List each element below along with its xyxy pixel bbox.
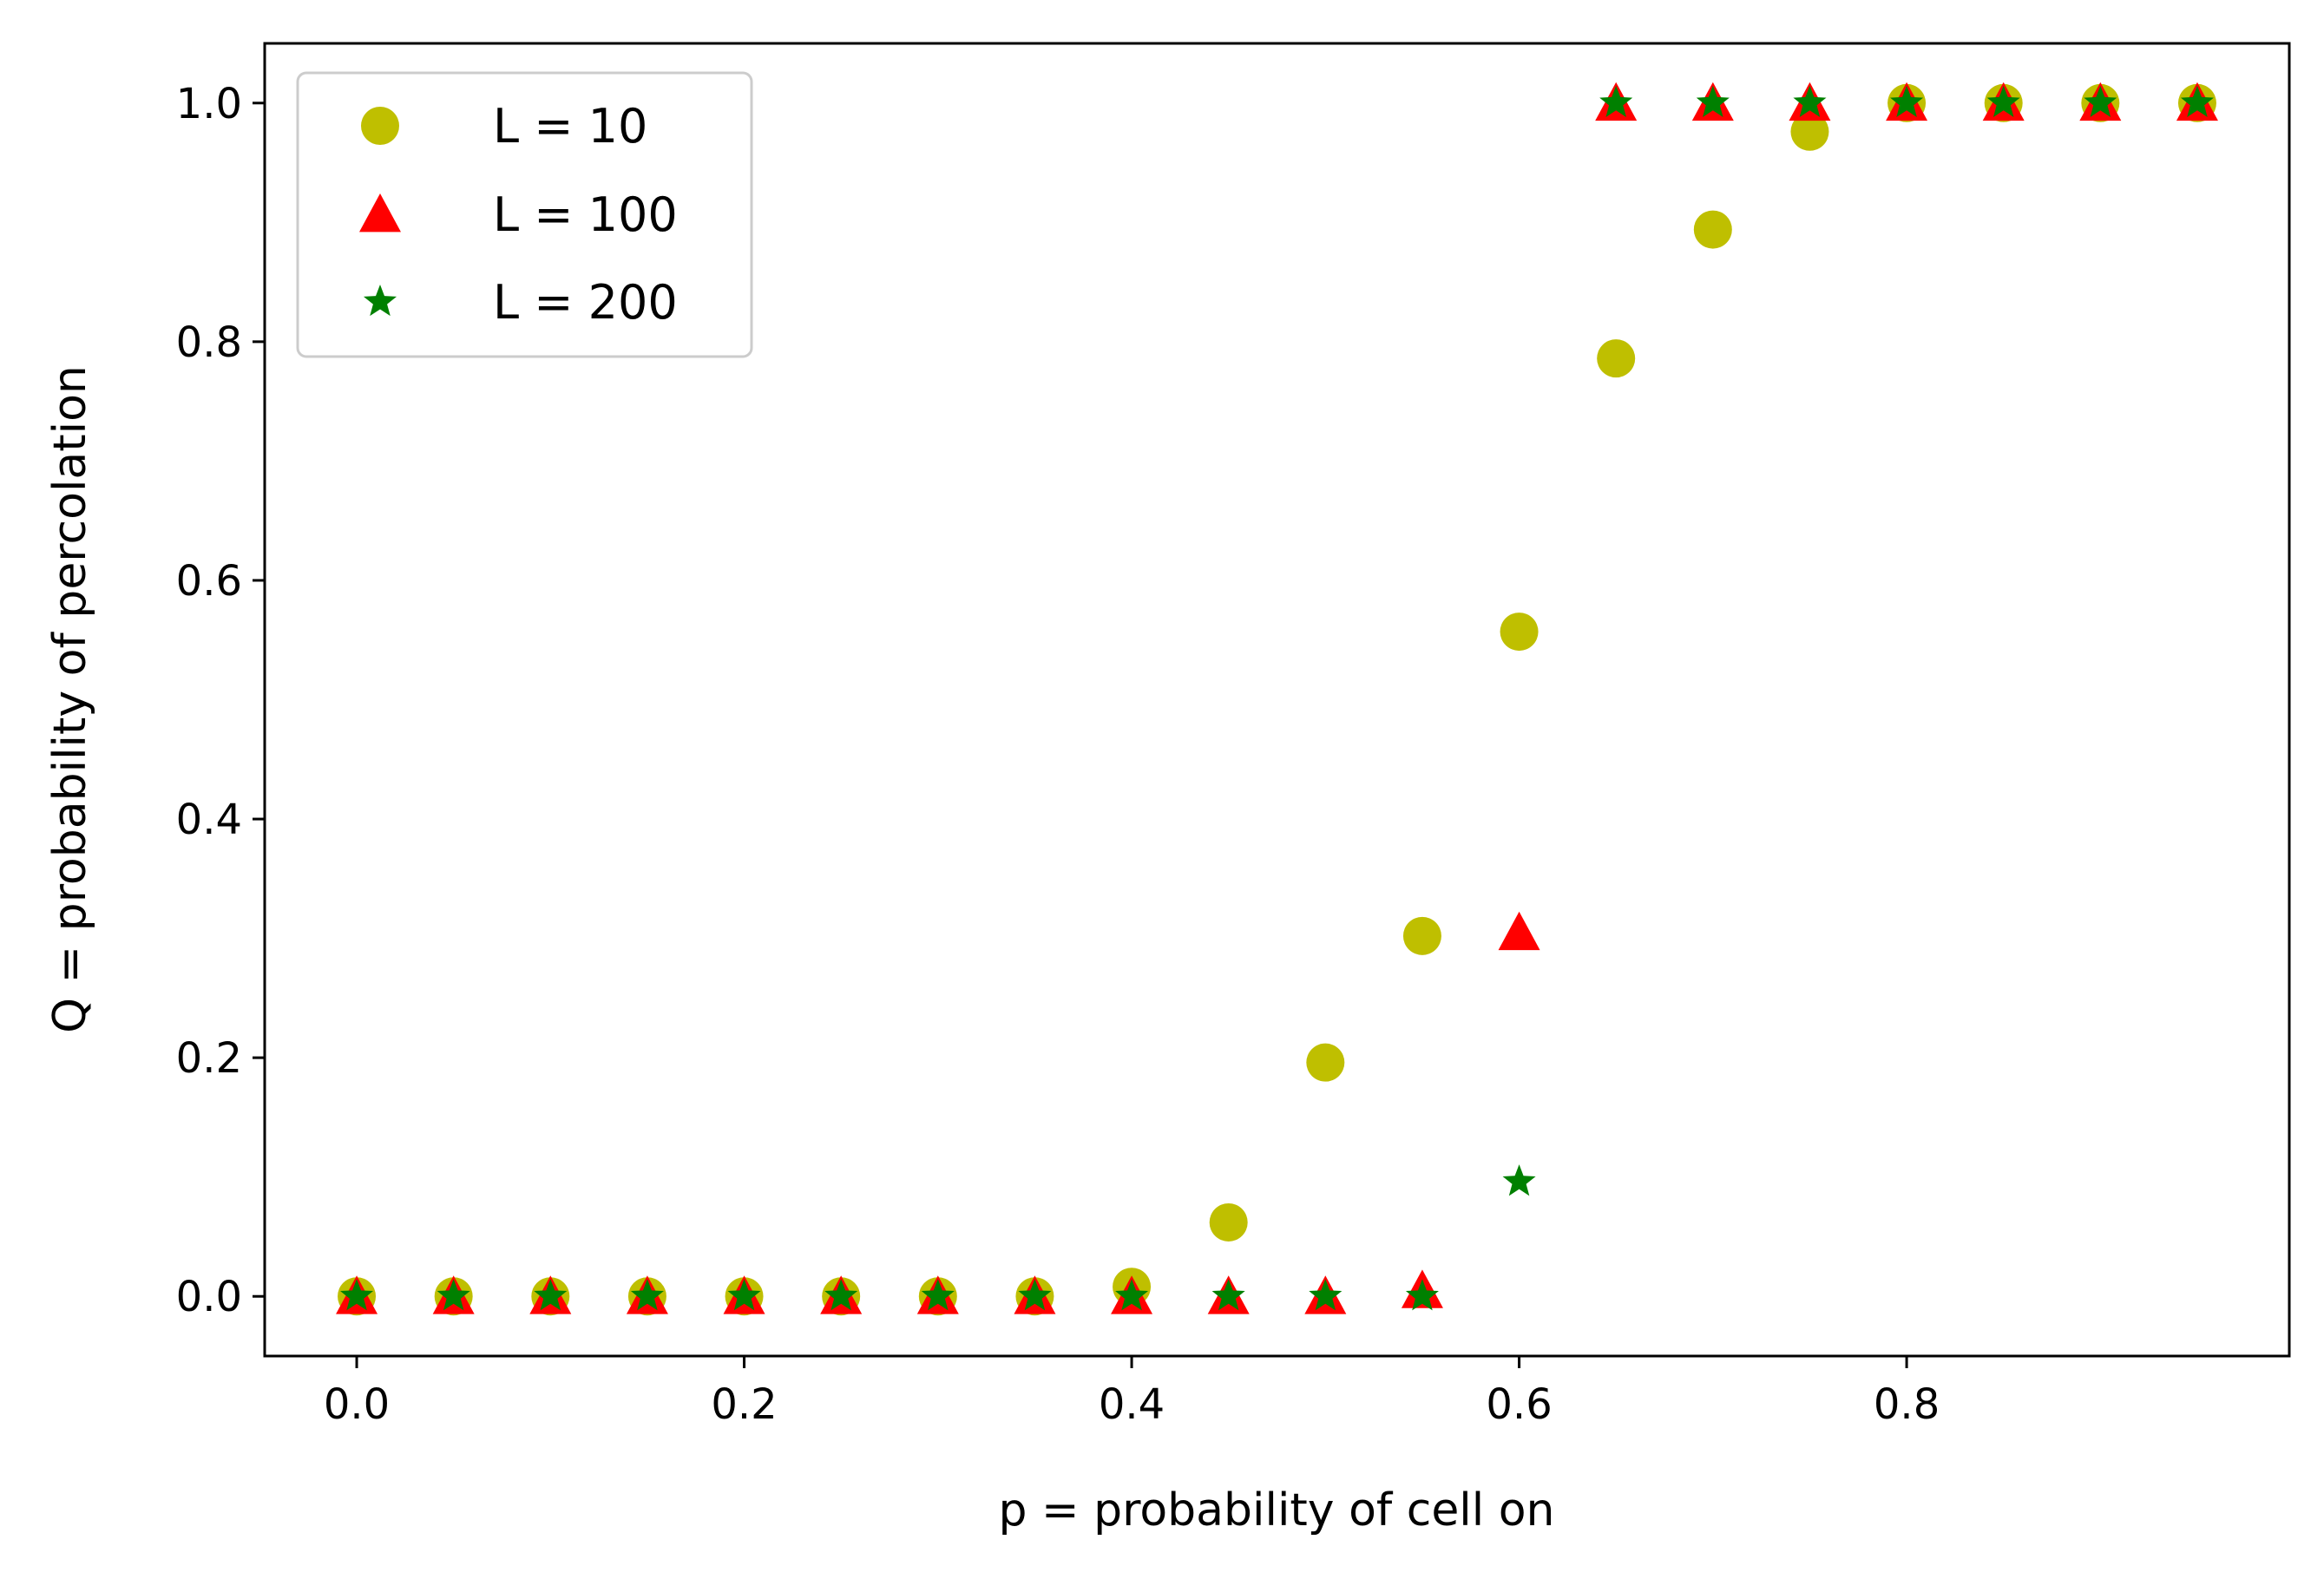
y-tick-label: 0.6 [176, 557, 242, 606]
data-point-star [630, 1279, 664, 1311]
plot-frame [263, 42, 2291, 1358]
data-point-star [1890, 85, 1924, 117]
y-tick-label: 0.0 [176, 1273, 242, 1321]
data-point-star [921, 1279, 955, 1311]
legend-label: L = 100 [493, 187, 678, 242]
data-point-star [534, 1279, 568, 1311]
data-point-star [340, 1279, 374, 1311]
data-point-circle [1306, 1043, 1345, 1082]
data-point-star [2084, 85, 2117, 117]
legend-marker-triangle [359, 193, 401, 233]
x-axis-label: p = probability of cell on [998, 1484, 1554, 1536]
x-tick-label: 0.6 [1486, 1380, 1552, 1429]
legend-label: L = 200 [493, 275, 678, 330]
data-point-star [1696, 85, 1730, 117]
legend-entry: L = 200 [363, 275, 678, 330]
legend-marker-star [363, 285, 397, 317]
data-point-star [1599, 85, 1633, 117]
data-point-triangle [1498, 911, 1540, 951]
data-point-circle [1597, 339, 1636, 378]
x-tick-label: 0.4 [1099, 1380, 1165, 1429]
data-point-star [824, 1279, 858, 1311]
y-tick-label: 1.0 [176, 80, 242, 128]
legend-entry: L = 100 [359, 187, 678, 242]
x-axis: 0.0 0.2 0.4 0.6 0.8 [324, 1356, 1940, 1429]
data-point-circle [1500, 613, 1539, 652]
data-point-star [727, 1279, 761, 1311]
y-tick-label: 0.4 [176, 796, 242, 844]
data-point-star [1986, 85, 2020, 117]
data-point-circle [1693, 210, 1732, 249]
data-point-circle [1402, 916, 1441, 955]
data-point-circle [1209, 1202, 1248, 1242]
y-tick-label: 0.2 [176, 1034, 242, 1083]
data-point-star [1502, 1164, 1536, 1196]
y-axis: 0.0 0.2 0.4 0.6 0.8 1.0 [176, 80, 265, 1321]
data-marks [336, 82, 2218, 1316]
y-tick-label: 0.8 [176, 318, 242, 367]
legend-label: L = 10 [493, 99, 647, 154]
data-point-star [1309, 1279, 1343, 1311]
legend-entry: L = 10 [361, 99, 647, 154]
data-point-circle [1790, 112, 1829, 151]
x-tick-label: 0.0 [324, 1380, 390, 1429]
data-point-star [2180, 85, 2214, 117]
legend-marker-circle [361, 107, 399, 145]
x-tick-label: 0.2 [711, 1380, 777, 1429]
legend-box [296, 71, 753, 358]
data-point-star [1793, 85, 1827, 117]
series-3 [340, 85, 2214, 1311]
data-point-star [1115, 1279, 1149, 1311]
legend: L = 10 L = 100 L = 200 [296, 71, 753, 358]
data-point-star [1018, 1279, 1052, 1311]
data-point-star [437, 1279, 470, 1311]
data-point-star [1405, 1279, 1439, 1311]
x-tick-label: 0.8 [1874, 1380, 1940, 1429]
data-point-star [1211, 1279, 1245, 1311]
y-axis-label: Q = probability of percolation [44, 365, 96, 1033]
